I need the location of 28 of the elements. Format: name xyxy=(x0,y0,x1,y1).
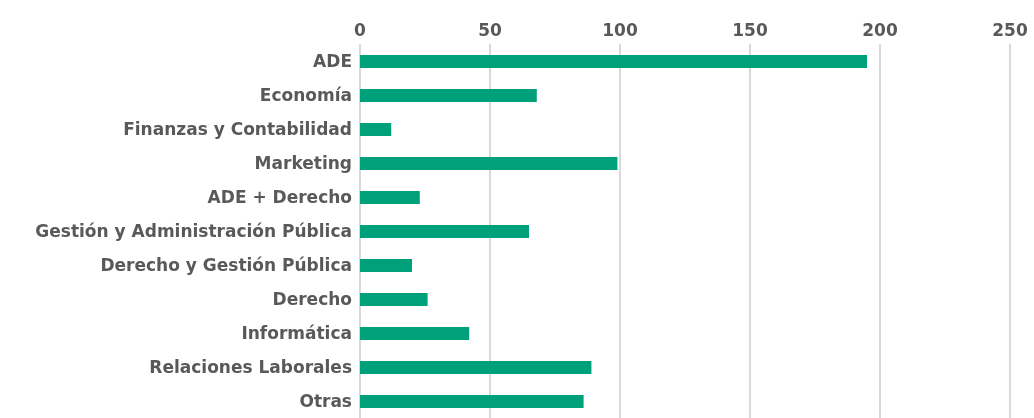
bar xyxy=(360,293,428,306)
y-tick-label: Relaciones Laborales xyxy=(149,357,352,378)
x-tick-label: 100 xyxy=(602,20,638,40)
y-tick-label: Otras xyxy=(299,391,352,412)
y-tick-label: Marketing xyxy=(254,153,352,174)
bar xyxy=(360,395,584,408)
y-tick-label: Informática xyxy=(241,323,352,344)
x-tick-label: 150 xyxy=(732,20,768,40)
bar xyxy=(360,55,867,68)
y-tick-label: Economía xyxy=(259,85,352,106)
x-tick-label: 200 xyxy=(862,20,898,40)
bar xyxy=(360,191,420,204)
bar xyxy=(360,259,412,272)
bar xyxy=(360,157,618,170)
y-tick-label: Finanzas y Contabilidad xyxy=(123,119,352,140)
x-tick-label: 0 xyxy=(354,20,367,40)
y-tick-label: Derecho xyxy=(272,289,352,310)
bar xyxy=(360,123,392,136)
x-tick-label: 250 xyxy=(992,20,1028,40)
bar xyxy=(360,327,470,340)
y-tick-label: Derecho y Gestión Pública xyxy=(100,255,352,276)
x-tick-label: 50 xyxy=(478,20,502,40)
y-tick-label: ADE + Derecho xyxy=(207,187,352,208)
y-tick-label: ADE xyxy=(313,51,352,72)
bar xyxy=(360,89,537,102)
bar xyxy=(360,225,529,238)
y-tick-label: Gestión y Administración Pública xyxy=(35,221,352,242)
bar xyxy=(360,361,592,374)
